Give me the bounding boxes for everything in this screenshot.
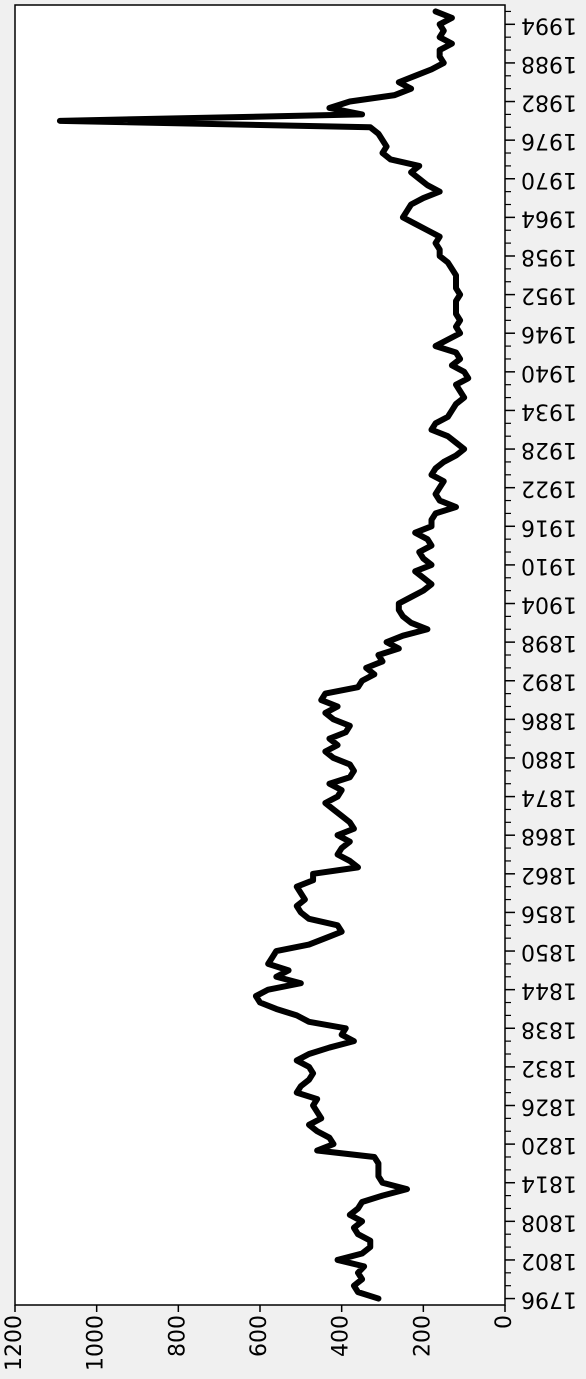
x-tick-label: 1814 [521,1171,577,1196]
x-tick-label: 1916 [521,514,577,539]
x-tick-label: 1844 [521,978,577,1003]
y-tick-label: 200 [410,1315,435,1357]
x-tick-label: 1982 [521,90,577,115]
x-tick-label: 1958 [521,244,577,269]
x-tick-label: 1820 [521,1132,577,1157]
x-tick-label: 1874 [521,785,577,810]
x-tick-label: 1868 [521,823,577,848]
x-tick-label: 1880 [521,746,577,771]
x-tick-label: 1892 [521,669,577,694]
x-tick-label: 1886 [521,707,577,732]
y-tick-label: 1200 [2,1315,27,1371]
x-tick-label: 1994 [521,12,577,37]
x-tick-label: 1952 [521,283,577,308]
x-tick-label: 1802 [521,1248,577,1273]
x-tick-label: 1964 [521,205,577,230]
y-tick-label: 600 [247,1315,272,1357]
x-tick-label: 1946 [521,321,577,346]
x-tick-label: 1970 [521,167,577,192]
y-tick-label: 400 [329,1315,354,1357]
data-line [56,8,472,1302]
x-tick-label: 1862 [521,862,577,887]
x-tick-label: 1826 [521,1093,577,1118]
x-tick-label: 1976 [521,128,577,153]
y-tick-label: 800 [165,1315,190,1357]
y-tick-label: 0 [492,1315,517,1329]
x-tick-label: 1808 [521,1209,577,1234]
x-tick-label: 1988 [521,51,577,76]
x-tick-label: 1856 [521,900,577,925]
x-tick-label: 1928 [521,437,577,462]
x-tick-label: 1796 [521,1287,577,1312]
rotated-plot: 0 200 400 600 800 1000 1200 1796 1802 1808 1814 182… [2,4,577,1371]
x-tick-label: 1904 [521,592,577,617]
x-tick-label: 1922 [521,476,577,501]
x-tick-label: 1910 [521,553,577,578]
x-tick-label: 1850 [521,939,577,964]
plot-area [14,4,506,1306]
x-tick-label: 1940 [521,360,577,385]
x-tick-label: 1838 [521,1016,577,1041]
x-tick-label: 1898 [521,630,577,655]
y-tick-label: 1000 [84,1315,109,1371]
x-tick-label: 1832 [521,1055,577,1080]
x-tick-label: 1934 [521,398,577,423]
